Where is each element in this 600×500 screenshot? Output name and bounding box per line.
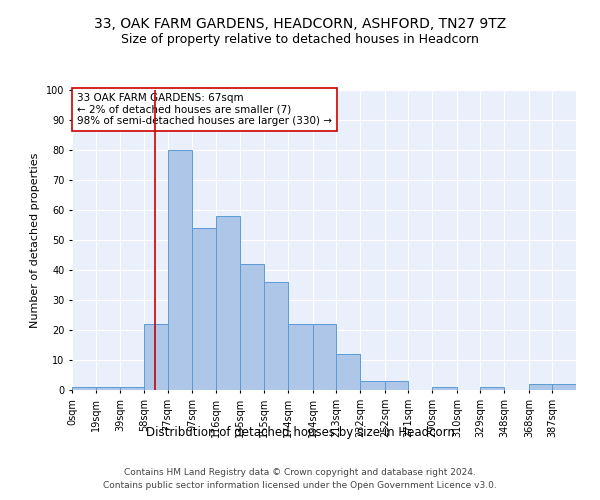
Text: Contains public sector information licensed under the Open Government Licence v3: Contains public sector information licen… [103, 482, 497, 490]
Bar [265, 282, 288, 390]
Bar [121, 387, 144, 390]
Bar [360, 381, 385, 390]
Bar [553, 384, 576, 390]
Bar [216, 216, 239, 390]
Bar [288, 324, 313, 390]
Text: Contains HM Land Registry data © Crown copyright and database right 2024.: Contains HM Land Registry data © Crown c… [124, 468, 476, 477]
Text: 33 OAK FARM GARDENS: 67sqm
← 2% of detached houses are smaller (7)
98% of semi-d: 33 OAK FARM GARDENS: 67sqm ← 2% of detac… [77, 93, 332, 126]
Bar [313, 324, 337, 390]
Bar [72, 387, 95, 390]
Bar [193, 228, 216, 390]
Bar [167, 150, 193, 390]
Text: Distribution of detached houses by size in Headcorn: Distribution of detached houses by size … [146, 426, 454, 439]
Y-axis label: Number of detached properties: Number of detached properties [31, 152, 40, 328]
Bar [95, 387, 121, 390]
Bar [529, 384, 553, 390]
Text: Size of property relative to detached houses in Headcorn: Size of property relative to detached ho… [121, 32, 479, 46]
Bar [239, 264, 265, 390]
Bar [144, 324, 167, 390]
Bar [432, 387, 457, 390]
Bar [481, 387, 504, 390]
Bar [385, 381, 409, 390]
Text: 33, OAK FARM GARDENS, HEADCORN, ASHFORD, TN27 9TZ: 33, OAK FARM GARDENS, HEADCORN, ASHFORD,… [94, 18, 506, 32]
Bar [337, 354, 360, 390]
